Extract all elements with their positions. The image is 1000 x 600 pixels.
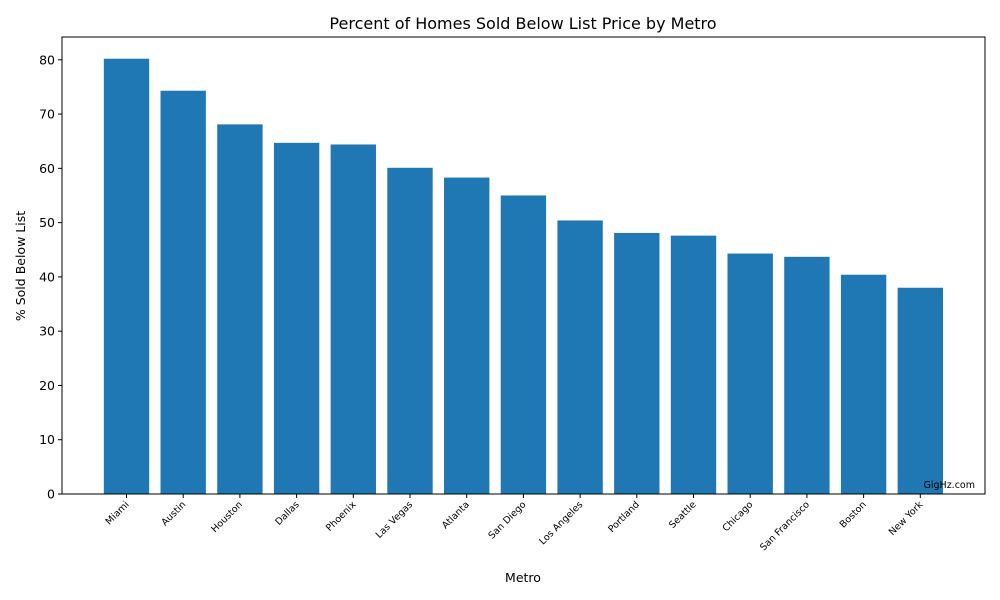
x-tick-label: Los Angeles (537, 499, 585, 547)
bar-portland (614, 232, 660, 494)
y-tick-label: 50 (39, 215, 55, 230)
bar-phoenix (330, 144, 376, 494)
y-tick-label: 30 (39, 324, 55, 339)
bar-miami (103, 58, 150, 495)
y-tick-label: 10 (39, 432, 55, 447)
x-axis-ticks: Miami Austin Houston Dallas Phoenix Las Vegas… (104, 494, 926, 553)
bar-atlanta (444, 177, 490, 494)
y-axis-label: % Sold Below List (13, 211, 28, 321)
bar-houston (217, 124, 263, 494)
y-tick-label: 0 (47, 487, 55, 502)
x-tick-label: Las Vegas (374, 499, 415, 540)
x-tick-label: Atlanta (440, 499, 472, 531)
x-tick-label: Dallas (273, 499, 301, 527)
x-tick-label: Seattle (667, 499, 699, 531)
y-tick-label: 70 (39, 107, 55, 122)
bar-boston (840, 274, 887, 494)
bar-austin (160, 90, 206, 494)
bar-los-angeles (557, 220, 603, 494)
y-axis-ticks: 0 10 20 30 40 50 60 70 80 (39, 52, 62, 502)
bar-chicago (727, 253, 773, 494)
bar-seattle (670, 235, 717, 494)
x-tick-label: San Francisco (758, 499, 812, 553)
x-tick-label: Phoenix (324, 499, 359, 534)
watermark-annotation: GigHz.com (924, 480, 975, 491)
y-tick-label: 40 (39, 269, 55, 284)
x-tick-label: Boston (838, 499, 869, 530)
y-tick-label: 20 (39, 378, 55, 393)
chart-title: Percent of Homes Sold Below List Price b… (329, 14, 716, 33)
y-tick-label: 60 (39, 161, 55, 176)
x-tick-label: Houston (209, 499, 245, 535)
x-tick-label: Miami (104, 499, 132, 527)
bar-las-vegas (387, 167, 433, 495)
x-tick-label: San Diego (486, 499, 528, 541)
x-tick-label: Chicago (721, 499, 756, 534)
x-tick-label: Austin (159, 499, 188, 528)
bar-san-francisco (784, 256, 830, 494)
x-tick-label: New York (887, 499, 926, 538)
bars-group (103, 58, 943, 495)
x-tick-label: Portland (606, 499, 642, 535)
bar-dallas (273, 142, 320, 494)
plot-frame (61, 36, 986, 495)
bar-san-diego (500, 195, 547, 495)
bar-new-york (897, 287, 943, 494)
x-axis-label: Metro (505, 570, 541, 585)
y-tick-label: 80 (39, 52, 55, 67)
